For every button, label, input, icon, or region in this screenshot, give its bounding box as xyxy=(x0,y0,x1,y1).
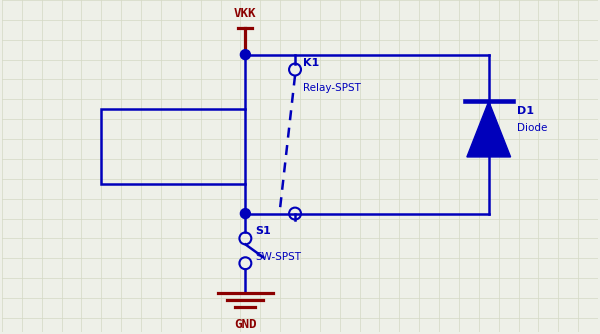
Text: VKK: VKK xyxy=(234,7,257,20)
Text: SW-SPST: SW-SPST xyxy=(255,252,301,262)
Text: Diode: Diode xyxy=(517,123,547,133)
Text: S1: S1 xyxy=(255,226,271,236)
Circle shape xyxy=(241,50,250,59)
Text: D1: D1 xyxy=(517,106,533,116)
Polygon shape xyxy=(467,101,511,157)
Text: GND: GND xyxy=(234,318,257,331)
Circle shape xyxy=(241,209,250,218)
Bar xyxy=(101,109,245,184)
Text: K1: K1 xyxy=(303,57,319,67)
Text: Relay-SPST: Relay-SPST xyxy=(303,84,361,94)
